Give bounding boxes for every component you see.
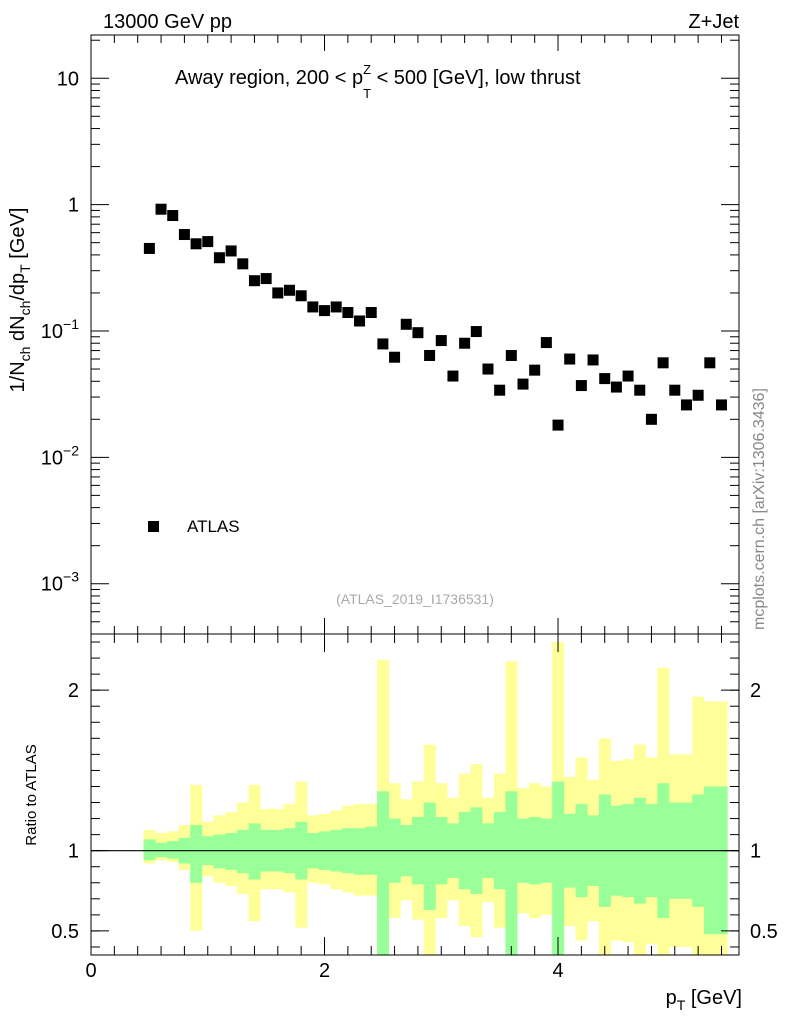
y-tick-label: 10−3 [41, 569, 79, 596]
ratio-band-stat [155, 842, 168, 858]
side-source-label: mcplots.cern.ch [arXiv:1306.3436] [751, 388, 768, 630]
x-tick-label: 4 [552, 960, 563, 982]
data-point [494, 384, 506, 396]
ratio-y-tick-label-right: 1 [750, 841, 761, 863]
x-tick-label: 0 [85, 960, 96, 982]
data-point [237, 258, 249, 270]
data-point [645, 413, 657, 425]
data-point [435, 335, 447, 347]
data-point [202, 236, 214, 248]
data-point [365, 307, 377, 319]
data-point [669, 384, 681, 396]
x-tick-label: 2 [319, 960, 330, 982]
data-point [319, 305, 331, 317]
energy-label: 13000 GeV pp [103, 11, 232, 33]
ratio-band-stat [377, 791, 390, 955]
data-point [412, 327, 424, 339]
data-point [354, 315, 366, 327]
data-point [190, 238, 202, 250]
data-point [634, 384, 646, 396]
y-tick-label: 10−1 [41, 316, 79, 343]
data-point [622, 370, 634, 382]
data-point [552, 419, 564, 431]
data-point [389, 351, 401, 363]
ratio-band-stat [166, 841, 179, 859]
ratio-band-stat [190, 824, 203, 883]
ratio-band-stat [505, 791, 518, 955]
ratio-band-stat [236, 829, 249, 874]
data-point [213, 252, 225, 264]
data-point [377, 338, 389, 350]
ratio-y-axis-label: Ratio to ATLAS [23, 744, 40, 845]
data-point [482, 363, 494, 375]
data-point [260, 273, 272, 285]
data-point [167, 210, 179, 222]
y-tick-label: 1 [68, 195, 79, 217]
data-point [283, 284, 295, 296]
ratio-band-stat [213, 834, 226, 869]
main-axes: 10 1 10−1 10−2 10−3 [41, 35, 739, 635]
chart-title: Away region, 200 < pTZ < 500 [GeV], low … [175, 62, 581, 101]
data-point [307, 301, 319, 313]
ratio-band-stat [552, 781, 565, 955]
x-axis-label: pT [GeV] [666, 987, 742, 1013]
data-point [178, 229, 190, 241]
ratio-frame [90, 633, 740, 956]
y-tick-label: 10−2 [41, 442, 79, 469]
data-point [657, 357, 669, 369]
ratio-band-stat [143, 839, 156, 861]
ratio-axes: 2 2 1 1 0.5 0.5 0 2 4 [51, 634, 778, 982]
ratio-band-stat [715, 786, 728, 935]
data-point [704, 357, 716, 369]
legend-label: ATLAS [187, 517, 240, 536]
data-point [272, 287, 284, 299]
data-point [680, 399, 692, 411]
data-point [692, 389, 704, 401]
data-point [517, 378, 529, 390]
ratio-band-stat [248, 823, 261, 880]
ratio-y-tick-label-right: 0.5 [750, 921, 778, 943]
ratio-y-tick-label: 2 [68, 680, 79, 702]
ratio-band-stat [423, 802, 436, 911]
data-point [424, 349, 436, 361]
ratio-band-stat [703, 786, 716, 935]
data-point [155, 203, 167, 215]
data-point [330, 301, 342, 313]
data-point [610, 381, 622, 393]
ratio-band-stat [225, 833, 238, 870]
data-point [587, 354, 599, 366]
data-point [248, 275, 260, 287]
ratio-panel: 2 2 1 1 0.5 0.5 0 2 4 Ratio to ATLAS pT [GeV] [23, 633, 778, 1013]
data-point [505, 349, 517, 361]
data-point [400, 318, 412, 330]
analysis-id-label: (ATLAS_2019_I1736531) [336, 591, 494, 607]
data-point [225, 245, 237, 257]
y-axis-label: 1/Nch dNch/dpT [GeV] [7, 208, 33, 393]
data-point [575, 380, 587, 392]
data-point [599, 373, 611, 385]
ratio-y-tick-label: 0.5 [51, 921, 79, 943]
process-label: Z+Jet [688, 11, 739, 33]
ratio-y-tick-label-right: 2 [750, 680, 761, 702]
data-point [459, 337, 471, 349]
data-point [529, 364, 541, 376]
ratio-band-stat [353, 828, 366, 875]
data-point [342, 307, 354, 319]
data-point [447, 370, 459, 382]
main-panel: 10 1 10−1 10−2 10−3 Away region, 200 < pTZ <… [7, 34, 740, 635]
data-point [143, 242, 155, 254]
main-data-points [143, 203, 727, 431]
data-point [564, 353, 576, 365]
data-point [540, 337, 552, 349]
y-tick-label: 10 [57, 68, 79, 90]
legend-marker [148, 521, 159, 532]
ratio-bands [91, 642, 739, 955]
data-point [470, 326, 482, 338]
data-point [295, 290, 307, 302]
data-point [715, 399, 727, 411]
ratio-y-tick-label: 1 [68, 841, 79, 863]
